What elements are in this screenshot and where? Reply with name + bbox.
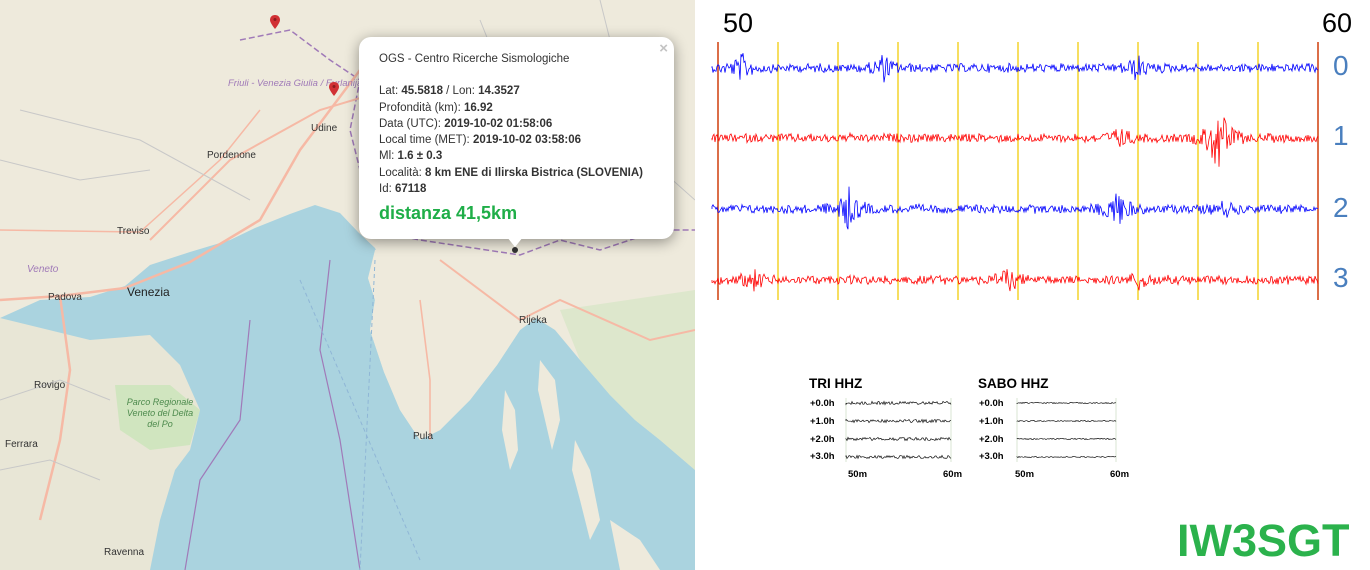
loc-label: Località:	[379, 166, 422, 179]
thumb-trace	[1016, 401, 1117, 405]
thumb-row-label: +0.0h	[979, 398, 1004, 409]
thumb-title-tri: TRI HHZ	[809, 376, 863, 391]
popup-close-button[interactable]: ×	[659, 40, 668, 57]
epicenter-marker	[512, 247, 518, 253]
popup-location: Località: 8 km ENE di Ilirska Bistrica (…	[379, 165, 643, 181]
popup-coordinates: Lat: 45.5818 / Lon: 14.3527	[379, 83, 643, 99]
popup-id: Id: 67118	[379, 181, 643, 197]
map[interactable]: Friuli - Venezia Giulia / Furlanija - Ju…	[0, 0, 695, 570]
lon-value: 14.3527	[478, 85, 520, 98]
popup-depth: Profondità (km): 16.92	[379, 100, 643, 116]
popup-magnitude: Ml: 1.6 ± 0.3	[379, 148, 643, 164]
popup-organization: OGS - Centro Ricerche Sismologiche	[379, 53, 570, 65]
seismogram-x-end: 60	[1322, 8, 1353, 38]
utc-label: Data (UTC):	[379, 117, 441, 130]
map-marker-pin[interactable]	[329, 82, 339, 96]
thumb-trace	[845, 418, 952, 424]
seismogram-trace-2	[711, 186, 1319, 230]
popup-distance: distanza 41,5km	[379, 203, 518, 224]
thumb-trace	[845, 400, 952, 406]
map-label-ravenna: Ravenna	[104, 547, 145, 558]
map-label-rijeka: Rijeka	[519, 315, 547, 326]
popup-utc: Data (UTC): 2019-10-02 01:58:06	[379, 116, 643, 132]
depth-value: 16.92	[464, 101, 493, 114]
seismogram-trace-1	[711, 117, 1319, 167]
lon-label: / Lon:	[446, 85, 475, 98]
thumb-trace	[1016, 455, 1117, 459]
map-label-rovigo: Rovigo	[34, 380, 66, 391]
seismogram-x-start: 50	[723, 8, 754, 38]
ml-value: 1.6 ± 0.3	[397, 150, 443, 163]
thumb-row-label: +3.0h	[810, 451, 835, 462]
lat-value: 45.5818	[401, 85, 443, 98]
thumb-row-label: +3.0h	[979, 451, 1004, 462]
thumb-x-start: 50m	[848, 469, 868, 480]
thumb-x-start: 50m	[1015, 469, 1035, 480]
map-label-pula: Pula	[413, 431, 434, 442]
map-label-pordenone: Pordenone	[207, 150, 256, 161]
thumb-row-label: +2.0h	[810, 434, 835, 445]
popup-body: OGS - Centro Ricerche Sismologiche Lat: …	[379, 51, 643, 224]
thumb-row-label: +0.0h	[810, 398, 835, 409]
thumb-row-label: +1.0h	[810, 416, 835, 427]
map-label-padova: Padova	[48, 292, 82, 303]
lat-label: Lat:	[379, 85, 399, 98]
seismogram-plot	[711, 42, 1319, 300]
thumb-row-label: +1.0h	[979, 416, 1004, 427]
ml-label: Ml:	[379, 150, 395, 163]
id-label: Id:	[379, 183, 392, 196]
seismogram-trace-0	[711, 53, 1319, 83]
popup-localtime: Local time (MET): 2019-10-02 03:58:06	[379, 132, 643, 148]
popup-tip	[507, 237, 523, 247]
map-label-parco: Parco Regionale Veneto del Delta del Po	[126, 397, 194, 429]
map-marker-pin[interactable]	[270, 15, 280, 29]
map-label-udine: Udine	[311, 123, 338, 134]
thumb-row-label: +2.0h	[979, 434, 1004, 445]
utc-value: 2019-10-02 01:58:06	[444, 117, 553, 130]
map-label-venezia: Venezia	[127, 285, 170, 299]
map-label-treviso: Treviso	[117, 226, 150, 237]
map-label-ferrara: Ferrara	[5, 439, 38, 450]
channel-label-2: 2	[1333, 192, 1349, 223]
station-callsign: IW3SGT	[1177, 515, 1350, 566]
event-popup: × OGS - Centro Ricerche Sismologiche Lat…	[359, 37, 674, 247]
thumbnail-plots[interactable]	[0, 390, 1370, 470]
channel-label-3: 3	[1333, 262, 1349, 293]
thumb-x-end: 60m	[1110, 469, 1130, 480]
channel-label-1: 1	[1333, 120, 1349, 151]
loc-value: 8 km ENE di Ilirska Bistrica (SLOVENIA)	[425, 166, 643, 179]
thumb-trace	[845, 454, 952, 460]
thumb-x-end: 60m	[943, 469, 963, 480]
thumb-trace	[1016, 437, 1117, 441]
channel-label-0: 0	[1333, 50, 1349, 81]
thumb-trace	[845, 436, 952, 442]
thumb-title-sabo: SABO HHZ	[978, 376, 1049, 391]
met-value: 2019-10-02 03:58:06	[472, 134, 582, 147]
depth-label: Profondità (km):	[379, 101, 461, 114]
thumb-trace	[1016, 420, 1117, 423]
id-value: 67118	[395, 183, 427, 196]
map-label-veneto: Veneto	[27, 264, 59, 275]
seismogram-trace-3	[711, 269, 1319, 292]
met-label: Local time (MET):	[379, 134, 470, 147]
